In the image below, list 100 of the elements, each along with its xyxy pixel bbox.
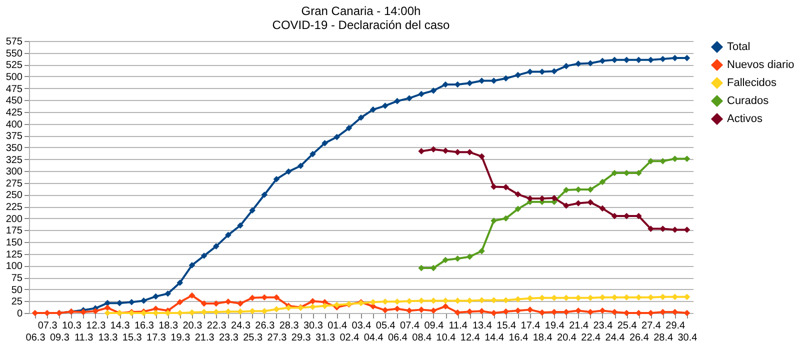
point xyxy=(237,222,244,229)
point xyxy=(611,294,618,301)
x-tick-label: 16.4 xyxy=(508,332,529,344)
point xyxy=(225,232,232,238)
point xyxy=(599,205,606,212)
x-tick-label: 07.3 xyxy=(38,320,58,332)
x-tick-label: 18.3 xyxy=(158,320,179,332)
x-tick-label: 10.3 xyxy=(62,320,82,332)
point xyxy=(237,308,244,315)
x-tick-label: 26.4 xyxy=(629,332,650,344)
x-tick-label: 28.4 xyxy=(654,332,674,344)
point xyxy=(672,308,678,316)
point xyxy=(310,298,316,304)
y-tick-label: 75 xyxy=(11,273,23,284)
point xyxy=(466,149,473,156)
point xyxy=(648,294,654,301)
point xyxy=(454,298,461,304)
point xyxy=(623,310,630,316)
y-tick-label: 0 xyxy=(16,308,23,320)
x-tick-label: 11.4 xyxy=(448,320,468,332)
point xyxy=(563,186,570,194)
legend-label: Fallecidos xyxy=(727,77,778,89)
y-tick-label: 25 xyxy=(11,296,23,308)
point xyxy=(526,68,534,75)
y-tick-label: 125 xyxy=(6,249,23,260)
point xyxy=(660,56,666,62)
y-tick-label: 225 xyxy=(6,202,23,214)
x-tick-label: 25.3 xyxy=(243,332,264,344)
point xyxy=(587,308,594,316)
y-tick-label: 525 xyxy=(6,60,23,72)
point xyxy=(418,298,425,304)
y-tick-label: 475 xyxy=(6,84,23,95)
x-tick-label: 20.4 xyxy=(557,332,577,344)
x-tick-label: 14.4 xyxy=(484,332,504,344)
x-tick-label: 11.3 xyxy=(74,332,94,344)
point xyxy=(442,81,449,88)
point xyxy=(297,162,304,170)
point xyxy=(538,68,546,75)
y-tick-label: 250 xyxy=(6,190,23,202)
y-tick-label: 575 xyxy=(6,36,23,48)
point xyxy=(551,294,558,302)
point xyxy=(672,156,678,162)
point xyxy=(575,200,582,206)
point xyxy=(382,307,388,314)
point xyxy=(249,308,256,314)
point xyxy=(430,307,437,314)
y-tick-label: 300 xyxy=(6,166,23,178)
point xyxy=(490,184,497,190)
y-tick-label: 375 xyxy=(6,131,23,142)
point xyxy=(502,308,510,315)
point xyxy=(648,310,654,316)
y-tick-label: 400 xyxy=(6,119,23,130)
point xyxy=(430,146,437,152)
x-tick-label: 02.4 xyxy=(340,332,360,344)
point xyxy=(684,54,690,62)
point xyxy=(225,298,232,305)
x-tick-label: 13.3 xyxy=(98,332,118,344)
point xyxy=(442,298,449,304)
y-tick-label: 50 xyxy=(11,284,23,296)
y-tick-label: 200 xyxy=(6,214,23,225)
x-tick-label: 28.3 xyxy=(279,320,300,332)
x-tick-label: 17.3 xyxy=(146,332,166,344)
point xyxy=(188,262,196,268)
point xyxy=(394,306,400,312)
point xyxy=(454,149,461,156)
point xyxy=(212,243,220,250)
point xyxy=(430,264,437,272)
x-tick-label: 30.3 xyxy=(303,320,324,332)
point xyxy=(563,294,570,302)
point xyxy=(551,308,558,316)
point xyxy=(599,307,606,314)
x-tick-label: 13.4 xyxy=(472,320,492,332)
x-tick-label: 29.3 xyxy=(291,332,312,344)
point xyxy=(684,156,690,162)
point xyxy=(261,294,268,301)
point xyxy=(418,306,425,313)
point xyxy=(442,256,449,264)
point xyxy=(636,212,642,220)
point xyxy=(490,310,497,316)
point xyxy=(684,226,690,233)
x-tick-label: 25.4 xyxy=(617,320,638,332)
point xyxy=(418,90,425,98)
point xyxy=(140,298,147,304)
point xyxy=(394,98,400,104)
x-tick-label: 27.3 xyxy=(267,332,288,344)
point xyxy=(249,207,256,214)
x-tick-label: 09.4 xyxy=(424,320,444,332)
point xyxy=(684,310,690,316)
point xyxy=(575,294,582,302)
point xyxy=(152,310,159,316)
point xyxy=(261,308,268,314)
point xyxy=(394,298,400,305)
point xyxy=(418,148,425,154)
point xyxy=(623,56,630,64)
point xyxy=(563,202,570,209)
point xyxy=(611,308,618,316)
point xyxy=(660,294,666,300)
point xyxy=(636,56,642,64)
x-tick-label: 20.3 xyxy=(182,320,203,332)
point xyxy=(334,302,340,308)
